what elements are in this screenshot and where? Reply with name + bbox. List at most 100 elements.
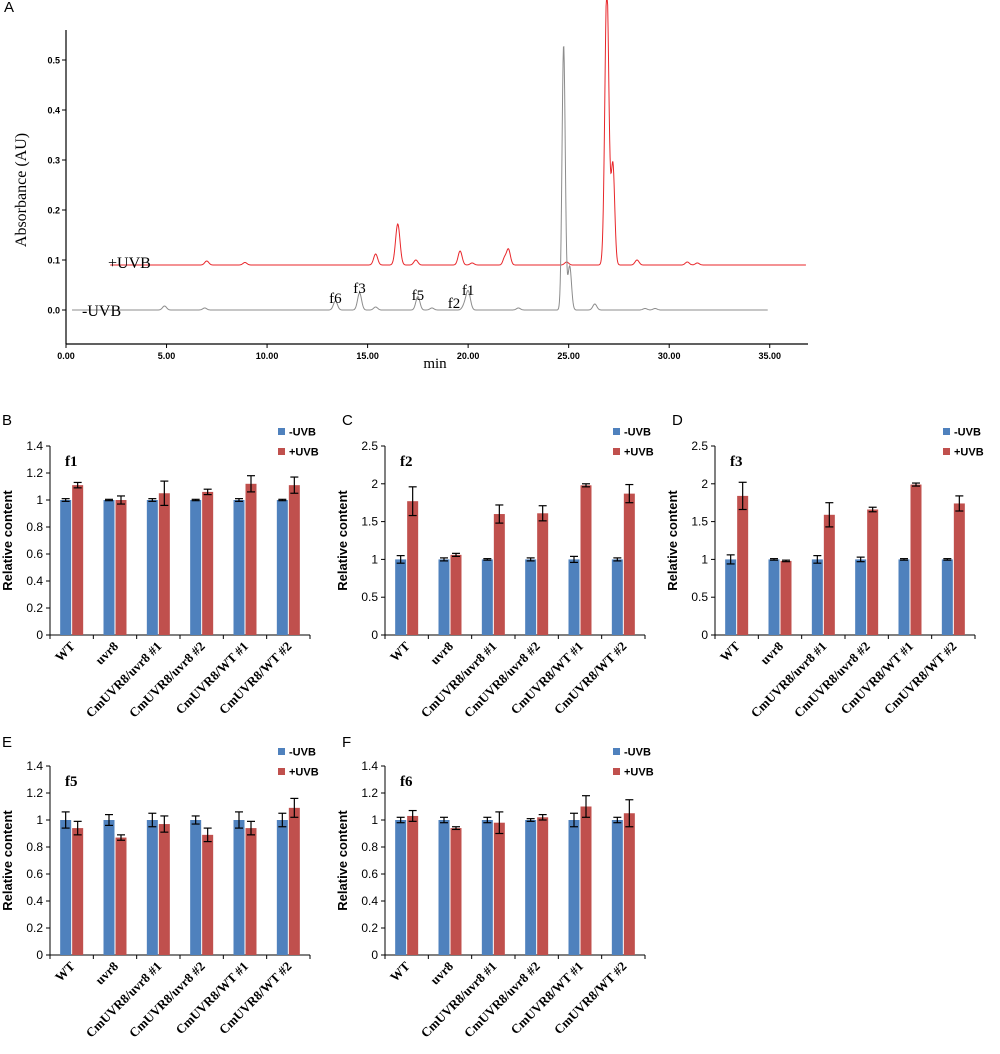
panel-letter-f: F: [342, 734, 351, 751]
category-label: WT: [52, 638, 78, 664]
bar-minus-uvb: [103, 820, 115, 955]
y-tick-label: 0.6: [26, 867, 43, 881]
category-label: CmUVR8/uvr8 #2: [126, 639, 208, 721]
minus-uvb-trace: [72, 46, 768, 311]
y-tick-label: 2: [701, 477, 708, 491]
category-label: WT: [717, 638, 743, 664]
peak-label-f2: f2: [448, 296, 461, 312]
x-tick-label: 25.00: [557, 351, 580, 361]
bar-minus-uvb: [811, 559, 823, 635]
bar-plus-uvb: [580, 806, 592, 955]
y-tick-label: 1.4: [361, 759, 378, 773]
y-tick-label: 1.2: [361, 786, 378, 800]
bar-minus-uvb: [60, 820, 72, 955]
bar-panel-f: F 0 0.2 0.4 0.6 0.8 1 1.2 1.4 Relative content f6 -…: [335, 734, 654, 1040]
legend-swatch-plus: [278, 768, 285, 775]
y-tick-label: 2: [371, 477, 378, 491]
y-tick-label: 0.3: [47, 156, 60, 166]
bar-minus-uvb: [725, 559, 737, 635]
legend-label-minus: -UVB: [624, 427, 651, 439]
bar-minus-uvb: [103, 500, 115, 635]
category-label: uvr8: [427, 638, 456, 667]
y-tick-label: 0: [371, 948, 378, 962]
legend-swatch-minus: [943, 428, 950, 435]
bar-plus-uvb: [493, 822, 505, 955]
y-tick-label: 1: [701, 552, 708, 566]
category-label: WT: [387, 638, 413, 664]
bar-minus-uvb: [941, 559, 953, 635]
bar-plus-uvb: [537, 513, 549, 635]
x-tick-label: 15.00: [356, 351, 379, 361]
plus-uvb-trace-label: +UVB: [108, 255, 151, 272]
legend-swatch-plus: [943, 448, 950, 455]
bar-minus-uvb: [481, 559, 493, 635]
bar-panel-c: C 0 0.5 1 1.5 2 2.5 Relative content f2 -UVB +UVB W…: [335, 412, 654, 720]
bar-plus-uvb: [288, 485, 300, 635]
y-tick-label: 0.6: [26, 547, 43, 561]
y-tick-label: 0.4: [47, 106, 60, 116]
y-tick-label: 0.2: [26, 921, 43, 935]
x-tick-label: 0.00: [57, 351, 75, 361]
x-axis-title: min: [423, 356, 447, 372]
bar-minus-uvb: [611, 820, 623, 955]
y-tick-label: 1.4: [26, 759, 43, 773]
legend-label-minus: -UVB: [624, 747, 651, 759]
category-label: CmUVR8/uvr8 #1: [418, 959, 500, 1041]
bar-plus-uvb: [450, 554, 462, 635]
category-label: WT: [387, 958, 413, 984]
bar-plus-uvb: [72, 485, 84, 635]
y-tick-label: 0.8: [26, 520, 43, 534]
legend-label-minus: -UVB: [289, 747, 316, 759]
y-tick-label: 1.5: [691, 515, 708, 529]
category-label: uvr8: [757, 638, 786, 667]
y-tick-label: 0.1: [47, 256, 60, 266]
category-label: uvr8: [92, 638, 121, 667]
bar-plus-uvb: [202, 491, 214, 635]
bar-plus-uvb: [823, 514, 835, 635]
bar-minus-uvb: [276, 500, 288, 635]
legend-swatch-minus: [278, 748, 285, 755]
bar-plus-uvb: [115, 500, 127, 635]
panel-letter-a: A: [4, 0, 14, 16]
y-tick-label: 1: [36, 493, 43, 507]
legend-swatch-plus: [613, 448, 620, 455]
legend-label-plus: +UVB: [954, 447, 984, 459]
x-tick-label: 20.00: [457, 351, 480, 361]
bar-minus-uvb: [60, 500, 72, 635]
y-axis-title: Relative content: [0, 810, 15, 911]
y-tick-label: 0.5: [691, 590, 708, 604]
y-tick-label: 0.8: [26, 840, 43, 854]
category-label: uvr8: [427, 958, 456, 987]
x-tick-label: 30.00: [658, 351, 681, 361]
bar-minus-uvb: [190, 500, 202, 635]
y-tick-label: 0.5: [47, 56, 60, 66]
y-tick-label: 0.4: [26, 574, 43, 588]
bar-plus-uvb: [158, 824, 170, 955]
y-tick-label: 0.2: [361, 921, 378, 935]
y-tick-label: 0: [36, 948, 43, 962]
bar-plus-uvb: [450, 828, 462, 955]
x-tick-label: 35.00: [758, 351, 781, 361]
bar-minus-uvb: [525, 559, 537, 635]
bar-minus-uvb: [525, 820, 537, 955]
bar-minus-uvb: [146, 820, 158, 955]
legend-label-minus: -UVB: [289, 427, 316, 439]
bar-plus-uvb: [407, 501, 419, 635]
category-label: CmUVR8/uvr8 #1: [83, 639, 165, 721]
y-tick-label: 0.2: [47, 206, 60, 216]
y-tick-label: 1.5: [361, 515, 378, 529]
bar-minus-uvb: [481, 820, 493, 955]
y-tick-label: 0.8: [361, 840, 378, 854]
y-tick-label: 1.2: [26, 466, 43, 480]
legend-swatch-plus: [613, 768, 620, 775]
bar-minus-uvb: [611, 559, 623, 635]
bar-plus-uvb: [780, 560, 792, 635]
legend-label-plus: +UVB: [624, 447, 654, 459]
legend-swatch-minus: [613, 428, 620, 435]
bar-minus-uvb: [768, 559, 780, 635]
y-tick-label: 0.0: [47, 306, 60, 316]
y-tick-label: 0: [371, 628, 378, 642]
legend-swatch-plus: [278, 448, 285, 455]
y-axis-title: Relative content: [665, 490, 680, 591]
y-tick-label: 1: [36, 813, 43, 827]
